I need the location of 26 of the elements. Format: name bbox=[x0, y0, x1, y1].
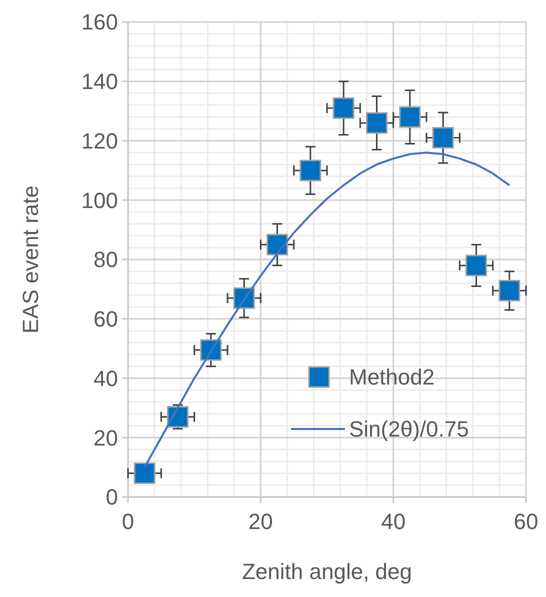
y-tick-label: 60 bbox=[94, 306, 118, 332]
point bbox=[300, 160, 322, 182]
legend-label: Method2 bbox=[349, 364, 435, 390]
x-tick-label: 60 bbox=[514, 509, 538, 534]
x-tick-label: 0 bbox=[122, 509, 134, 534]
point bbox=[466, 254, 487, 276]
y-tick-label: 100 bbox=[81, 188, 118, 213]
point bbox=[266, 234, 288, 256]
point bbox=[432, 127, 454, 149]
point bbox=[498, 280, 520, 302]
y-tick-label: 120 bbox=[81, 128, 118, 154]
y-tick-label: 40 bbox=[94, 366, 118, 391]
x-axis-title: Zenith angle, deg bbox=[242, 559, 412, 584]
x-tick-label: 40 bbox=[381, 509, 406, 534]
point bbox=[134, 462, 156, 484]
y-tick-label: 140 bbox=[81, 69, 118, 94]
y-tick-label: 160 bbox=[81, 10, 118, 35]
y-axis-title: EAS event rate bbox=[18, 186, 43, 334]
legend-label: Sin(2θ)/0.75 bbox=[349, 416, 469, 442]
x-tick-label: 20 bbox=[248, 509, 273, 534]
point bbox=[332, 97, 354, 119]
point bbox=[399, 106, 421, 128]
point bbox=[366, 112, 388, 134]
y-tick-label: 20 bbox=[94, 425, 118, 450]
y-tick-label: 0 bbox=[106, 484, 118, 510]
y-tick-label: 80 bbox=[94, 247, 118, 272]
